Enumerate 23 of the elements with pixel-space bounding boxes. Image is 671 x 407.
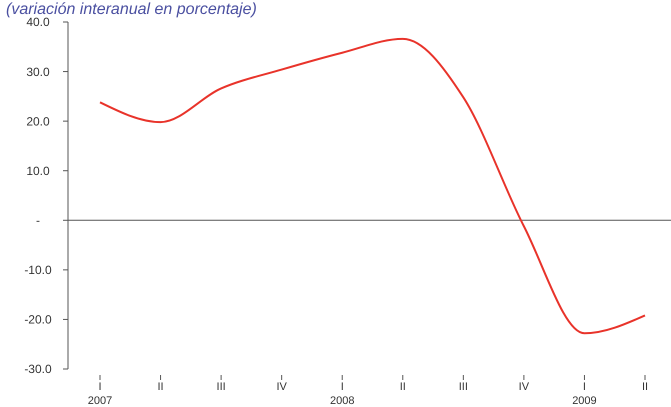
y-tick-label: -10.0: [24, 263, 52, 278]
y-tick-label: -: [36, 213, 40, 228]
y-tick-label: 40.0: [26, 15, 50, 30]
x-tick-label: I: [340, 381, 344, 394]
line-series: [99, 38, 646, 334]
x-tick-label: II: [157, 381, 164, 394]
text: 2008: [330, 395, 354, 407]
x-tick-label: I: [98, 381, 102, 394]
y-tick-label: 20.0: [26, 114, 50, 128]
y-tick-label: 30.0: [26, 64, 50, 79]
y-tick-label: -30.0: [24, 362, 52, 376]
chart-subtitle: (variación interanual en porcentaje): [6, 1, 257, 18]
y-tick-label: -20.0: [24, 312, 52, 327]
x-tick-label: IV: [518, 381, 530, 394]
x-tick-label: IV: [276, 381, 288, 394]
y-tick-label: 10.0: [26, 164, 50, 178]
text: 2009: [572, 395, 597, 407]
x-tick-label: I: [582, 381, 586, 394]
x-tick-label: III: [216, 381, 226, 394]
x-tick-label: II: [400, 381, 406, 394]
text: 2007: [88, 395, 112, 407]
x-tick-label: II: [642, 381, 648, 394]
x-tick-label: III: [458, 381, 468, 394]
